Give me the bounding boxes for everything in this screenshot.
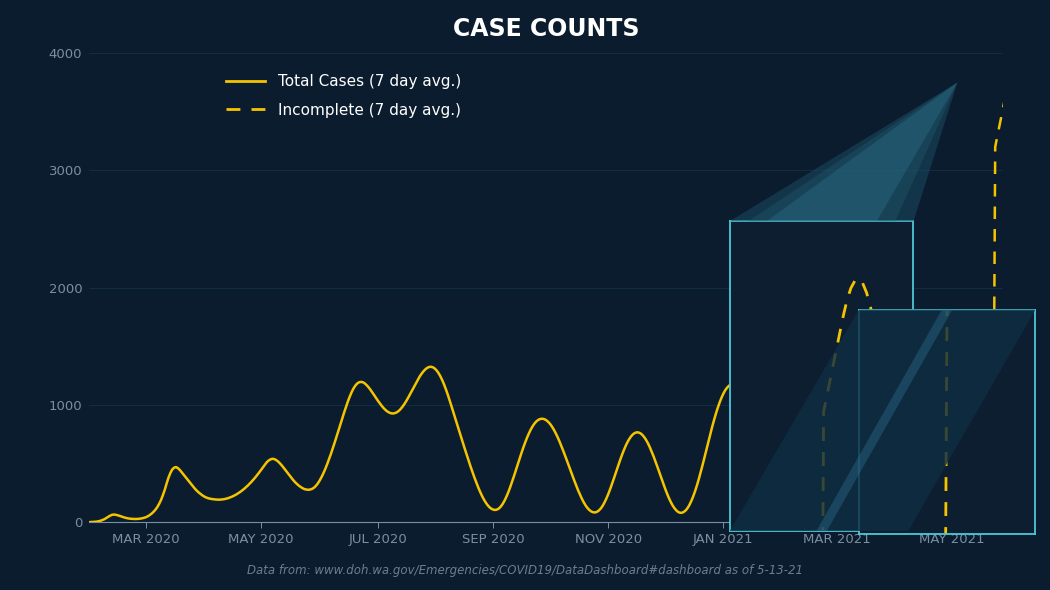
- Polygon shape: [730, 310, 1035, 531]
- Legend: Total Cases (7 day avg.), Incomplete (7 day avg.): Total Cases (7 day avg.), Incomplete (7 …: [220, 68, 467, 124]
- Polygon shape: [748, 83, 958, 221]
- Title: CASE COUNTS: CASE COUNTS: [453, 18, 639, 41]
- Polygon shape: [766, 83, 958, 221]
- Polygon shape: [730, 83, 958, 221]
- Polygon shape: [817, 310, 952, 531]
- Text: Data from: www.doh.wa.gov/Emergencies/COVID19/DataDashboard#dashboard as of 5-13: Data from: www.doh.wa.gov/Emergencies/CO…: [247, 564, 803, 577]
